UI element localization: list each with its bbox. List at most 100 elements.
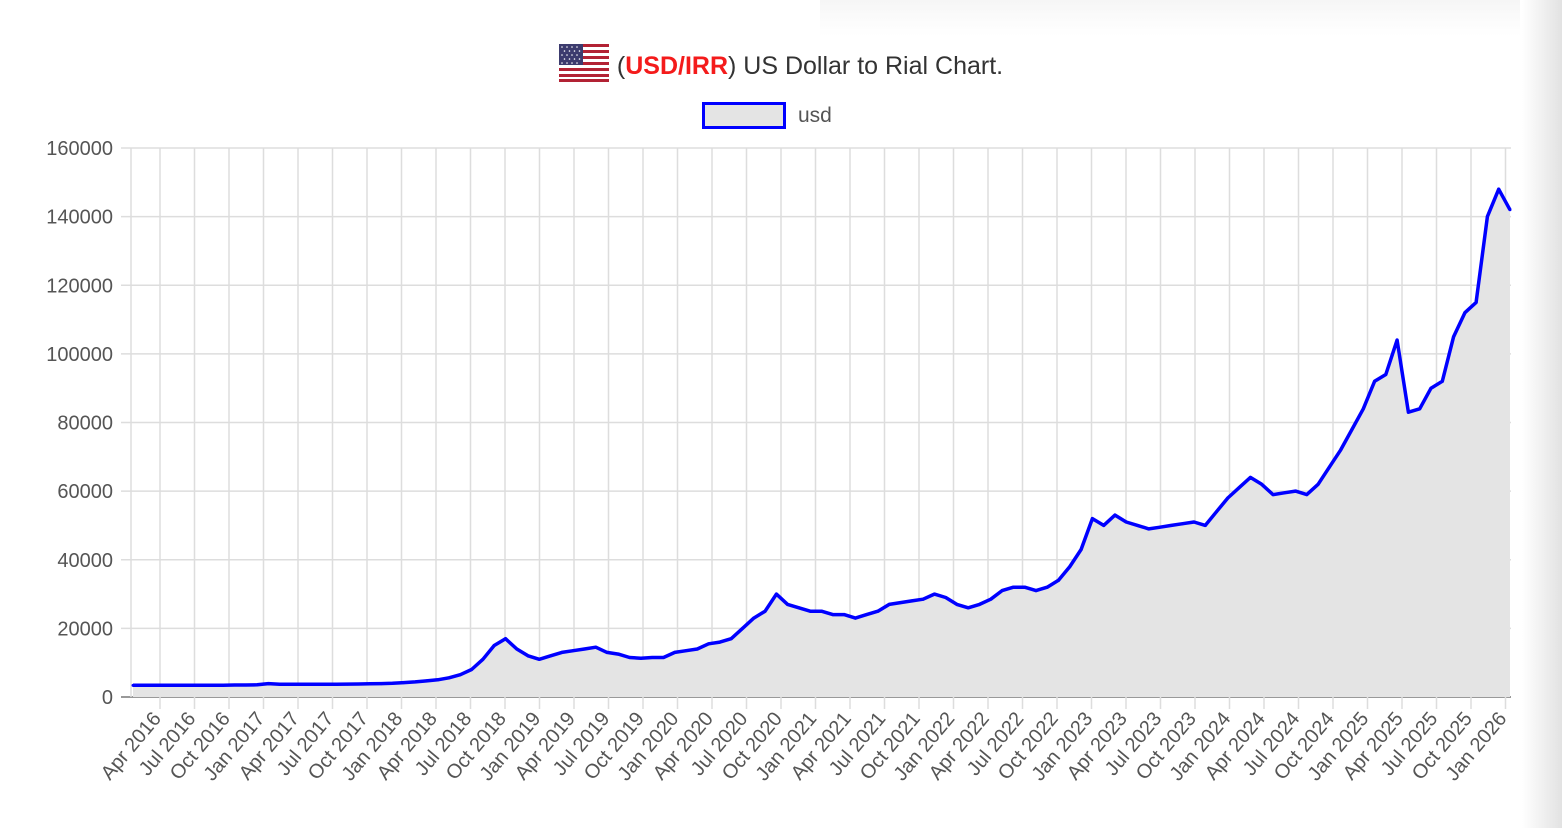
data-point bbox=[1000, 589, 1004, 593]
data-point bbox=[707, 642, 711, 646]
data-point bbox=[978, 602, 982, 606]
data-point bbox=[1316, 482, 1320, 486]
data-point bbox=[312, 682, 316, 686]
y-tick-label: 0 bbox=[102, 687, 113, 709]
data-point bbox=[368, 682, 372, 686]
data-point bbox=[1011, 585, 1015, 589]
y-tick-label: 60000 bbox=[57, 481, 113, 503]
data-point bbox=[266, 682, 270, 686]
data-point bbox=[752, 616, 756, 620]
data-point bbox=[1384, 372, 1388, 376]
data-point bbox=[1023, 585, 1027, 589]
data-point bbox=[808, 609, 812, 613]
data-point bbox=[1034, 589, 1038, 593]
data-point bbox=[1452, 335, 1456, 339]
data-point bbox=[718, 640, 722, 644]
data-point bbox=[1102, 523, 1106, 527]
data-point bbox=[740, 626, 744, 630]
data-point bbox=[526, 654, 530, 658]
data-point bbox=[1237, 486, 1241, 490]
data-point bbox=[447, 676, 451, 680]
data-point bbox=[932, 592, 936, 596]
data-point bbox=[831, 613, 835, 617]
data-point bbox=[729, 637, 733, 641]
data-point bbox=[221, 683, 225, 687]
data-point bbox=[1192, 520, 1196, 524]
data-point bbox=[910, 599, 914, 603]
data-point bbox=[1057, 578, 1061, 582]
data-point bbox=[1158, 525, 1162, 529]
data-point bbox=[865, 613, 869, 617]
data-point bbox=[492, 644, 496, 648]
data-point bbox=[1305, 493, 1309, 497]
data-point bbox=[481, 657, 485, 661]
data-point bbox=[1361, 407, 1365, 411]
data-point bbox=[673, 650, 677, 654]
right-shadow bbox=[1522, 0, 1562, 828]
data-point bbox=[1226, 496, 1230, 500]
data-point bbox=[1440, 379, 1444, 383]
data-point bbox=[1294, 489, 1298, 493]
data-point bbox=[1429, 386, 1433, 390]
data-point bbox=[1068, 565, 1072, 569]
data-point bbox=[357, 682, 361, 686]
data-point bbox=[1485, 215, 1489, 219]
data-point bbox=[1147, 527, 1151, 531]
data-point bbox=[944, 595, 948, 599]
data-point bbox=[1248, 475, 1252, 479]
y-tick-label: 20000 bbox=[57, 618, 113, 640]
data-point bbox=[650, 656, 654, 660]
data-point bbox=[605, 650, 609, 654]
data-point bbox=[955, 602, 959, 606]
data-point bbox=[1406, 410, 1410, 414]
data-point bbox=[1373, 379, 1377, 383]
data-point bbox=[345, 682, 349, 686]
data-point bbox=[436, 678, 440, 682]
data-point bbox=[582, 647, 586, 651]
data-point bbox=[763, 609, 767, 613]
title-prefix: ( bbox=[616, 52, 626, 80]
data-point bbox=[379, 682, 383, 686]
data-point bbox=[1395, 338, 1399, 342]
data-point bbox=[966, 606, 970, 610]
data-point bbox=[594, 645, 598, 649]
data-point bbox=[233, 683, 237, 687]
y-tick-label: 80000 bbox=[57, 413, 113, 435]
data-point bbox=[323, 682, 327, 686]
data-point bbox=[786, 602, 790, 606]
data-point bbox=[571, 649, 575, 653]
data-point bbox=[165, 683, 169, 687]
data-point bbox=[1327, 465, 1331, 469]
data-point bbox=[774, 592, 778, 596]
data-point bbox=[1282, 491, 1286, 495]
data-point bbox=[458, 673, 462, 677]
title-suffix: ) US Dollar to Rial Chart. bbox=[728, 52, 1004, 80]
data-point bbox=[199, 683, 203, 687]
data-point bbox=[503, 637, 507, 641]
legend-item-usd[interactable]: usd bbox=[702, 102, 832, 129]
data-point bbox=[300, 682, 304, 686]
data-point bbox=[853, 616, 857, 620]
data-point bbox=[560, 650, 564, 654]
data-point bbox=[154, 683, 158, 687]
data-point bbox=[549, 654, 553, 658]
chart-title: (USD/IRR) US Dollar to Rial Chart. bbox=[0, 44, 1562, 89]
data-point bbox=[1339, 448, 1343, 452]
data-point bbox=[1136, 523, 1140, 527]
data-point bbox=[1113, 513, 1117, 517]
data-point bbox=[537, 657, 541, 661]
data-point bbox=[244, 683, 248, 687]
series-area-usd bbox=[133, 189, 1510, 697]
data-point bbox=[661, 656, 665, 660]
data-point bbox=[176, 683, 180, 687]
y-tick-label: 140000 bbox=[46, 207, 113, 229]
data-point bbox=[1181, 522, 1185, 526]
data-point bbox=[887, 602, 891, 606]
data-point bbox=[1418, 407, 1422, 411]
data-point bbox=[1169, 523, 1173, 527]
data-point bbox=[391, 681, 395, 685]
data-point bbox=[1045, 585, 1049, 589]
data-point bbox=[1271, 493, 1275, 497]
data-point bbox=[131, 683, 135, 687]
